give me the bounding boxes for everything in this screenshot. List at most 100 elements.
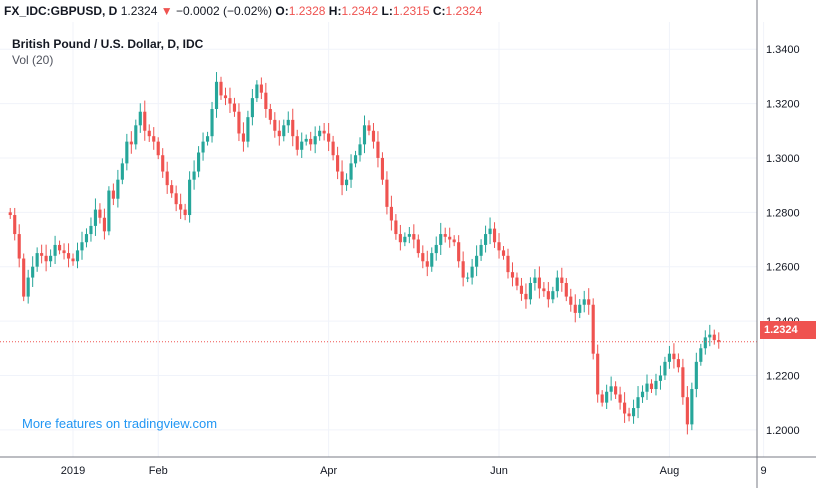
- time-axis-tick-label: Jun: [490, 465, 508, 477]
- candle-body: [331, 141, 335, 156]
- candle-body: [484, 234, 488, 245]
- candle-body: [143, 111, 147, 131]
- candle-body: [640, 391, 645, 398]
- price-axis-tick-label: 1.2000: [766, 425, 800, 437]
- chart-legend: British Pound / U.S. Dollar, D, IDC Vol …: [12, 36, 203, 68]
- candle-body: [250, 98, 254, 118]
- time-axis-tick-label: Feb: [149, 465, 168, 477]
- candle-body: [152, 136, 156, 142]
- change-down-arrow-icon: ▼: [160, 4, 173, 18]
- candle-body: [717, 340, 721, 342]
- candle-body: [210, 109, 214, 137]
- candle-body: [246, 117, 250, 142]
- candle-body: [501, 250, 506, 256]
- candle-body: [658, 375, 663, 381]
- candle-body: [699, 348, 703, 362]
- candle-body: [75, 250, 80, 262]
- price-axis-tick-label: 1.2200: [766, 370, 800, 382]
- candle-body: [322, 130, 326, 134]
- candle-body: [241, 133, 245, 142]
- candle-body: [627, 413, 631, 417]
- current-price-tag: 1.2324: [760, 321, 816, 339]
- price-axis-tick-label: 1.2600: [766, 262, 800, 274]
- candle-body: [380, 157, 385, 180]
- candle-body: [676, 359, 680, 368]
- candle-body: [340, 171, 344, 186]
- candle-body: [591, 304, 595, 354]
- candle-body: [672, 353, 676, 360]
- candle-body: [161, 155, 165, 172]
- candle-body: [71, 258, 75, 262]
- candle-body: [205, 136, 210, 142]
- candle-body: [663, 361, 667, 376]
- candle-body: [712, 334, 716, 341]
- candle-body: [89, 225, 93, 235]
- candle-body: [506, 255, 510, 273]
- candle-body: [197, 152, 201, 172]
- candle-body: [690, 389, 694, 425]
- candle-body: [362, 125, 367, 145]
- candle-body: [605, 391, 609, 403]
- candle-body: [273, 119, 277, 131]
- candle-body: [542, 288, 546, 292]
- candle-body: [264, 92, 268, 109]
- candle-body: [461, 261, 465, 278]
- candle-body: [57, 244, 62, 251]
- candle-body: [116, 179, 120, 199]
- candle-body: [376, 141, 380, 158]
- candle-body: [129, 141, 133, 145]
- close-label: C:: [432, 4, 446, 18]
- price-axis-tick-label: 1.3000: [766, 153, 800, 165]
- candle-body: [179, 204, 183, 210]
- candle-body: [555, 277, 559, 292]
- tradingview-link[interactable]: More features on tradingview.com: [22, 416, 218, 431]
- candle-body: [524, 293, 528, 300]
- open-value: 1.2328: [288, 4, 326, 18]
- candle-body: [421, 253, 425, 262]
- candle-body: [22, 258, 26, 297]
- symbol-label[interactable]: FX_IDC:GBPUSD, D: [4, 4, 118, 18]
- candle-body: [618, 394, 622, 403]
- candle-body: [466, 277, 470, 279]
- candle-body: [102, 217, 106, 232]
- candle-body: [492, 228, 497, 243]
- candle-body: [13, 215, 17, 235]
- candle-body: [344, 179, 349, 186]
- candle-body: [125, 141, 129, 164]
- price-change: −0.0002 (−0.02%): [175, 4, 273, 18]
- candle-body: [327, 133, 331, 142]
- candle-body: [349, 163, 353, 180]
- candle-body: [587, 299, 591, 305]
- candle-body: [389, 206, 393, 221]
- candle-body: [623, 402, 627, 414]
- candle-body: [313, 136, 317, 145]
- candle-body: [609, 386, 613, 392]
- candle-body: [358, 144, 362, 156]
- candle-body: [188, 179, 192, 216]
- open-label: O:: [275, 4, 289, 18]
- candle-body: [569, 296, 573, 305]
- candle-body: [573, 304, 577, 313]
- candle-body: [443, 234, 447, 237]
- candle-body: [430, 253, 434, 267]
- high-value: 1.2342: [341, 4, 379, 18]
- time-axis[interactable]: 2019 Feb Apr Jun Aug 9: [61, 465, 767, 477]
- candle-body: [497, 242, 501, 251]
- time-axis-tick-label: 2019: [61, 465, 85, 477]
- legend-volume[interactable]: Vol (20): [12, 53, 54, 67]
- chart-grid: [0, 22, 765, 457]
- candle-body: [703, 337, 707, 349]
- candle-body: [35, 253, 39, 267]
- price-axis-tick-label: 1.3400: [766, 44, 800, 56]
- candle-body: [291, 119, 295, 137]
- candle-body: [537, 277, 541, 289]
- candle-body: [551, 291, 555, 300]
- candle-body: [367, 125, 371, 131]
- low-value: 1.2315: [392, 4, 430, 18]
- candle-body: [510, 272, 515, 278]
- candle-body: [295, 136, 299, 150]
- price-axis[interactable]: 1.34001.32001.30001.28001.26001.24001.22…: [766, 44, 800, 437]
- candle-body: [165, 171, 169, 186]
- candle-body: [214, 81, 219, 109]
